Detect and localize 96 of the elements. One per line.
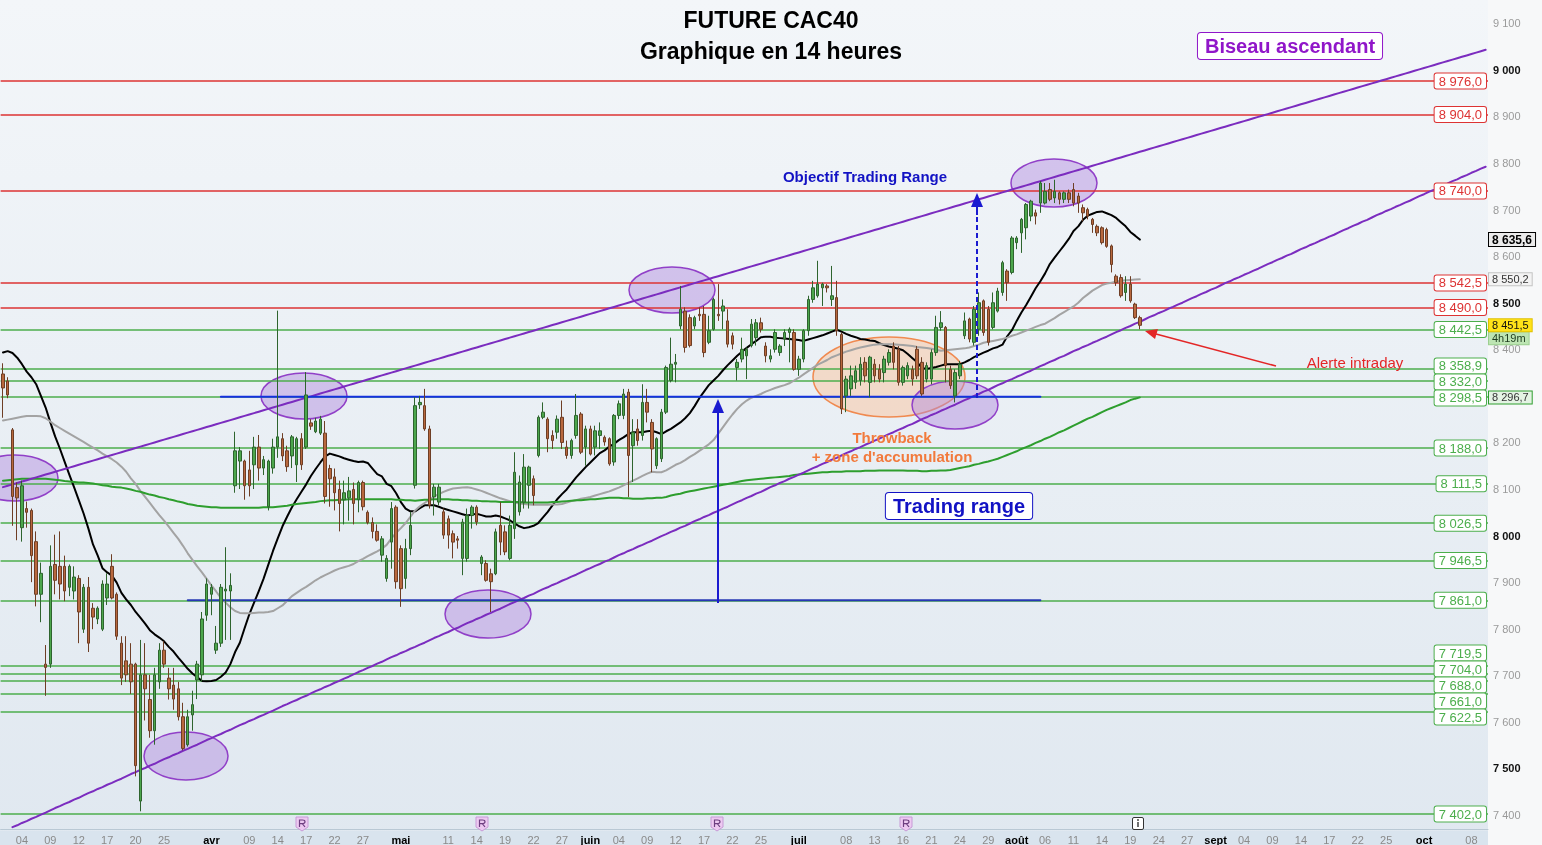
x-tick-label: oct bbox=[1415, 833, 1433, 845]
y-tick-label: 8 100 bbox=[1493, 483, 1521, 496]
y-tick-label: 8 800 bbox=[1493, 157, 1521, 170]
x-tick-label: 19 bbox=[1124, 833, 1137, 845]
ref-line-label: 8 976,0 bbox=[1438, 73, 1482, 89]
ref-line-label: 8 188,0 bbox=[1438, 440, 1482, 456]
x-tick-label: 09 bbox=[44, 833, 57, 845]
text: 8 635,6 bbox=[1492, 232, 1533, 247]
annotation: Alerte intraday bbox=[1306, 353, 1404, 371]
x-tick-label: 14 bbox=[470, 833, 483, 845]
y-tick-label: 8 200 bbox=[1493, 436, 1521, 449]
chart-title: FUTURE CAC40 bbox=[683, 6, 859, 33]
y-tick-label: 7 700 bbox=[1493, 669, 1521, 682]
x-tick-label: 12 bbox=[669, 833, 682, 845]
annotation: Trading range bbox=[892, 495, 1026, 517]
annotation: Objectif Trading Range bbox=[782, 167, 948, 185]
ref-line-label: 8 442,5 bbox=[1438, 322, 1482, 337]
text: Graphique en 14 heures bbox=[639, 37, 903, 64]
y-tick-label: 8 700 bbox=[1493, 203, 1521, 216]
y-tick-label: 8 600 bbox=[1493, 250, 1521, 263]
x-tick-label: 29 bbox=[982, 833, 995, 845]
x-tick-label: 27 bbox=[356, 833, 370, 845]
x-tick-label: 22 bbox=[527, 833, 540, 845]
x-tick-label: 22 bbox=[328, 833, 341, 845]
ref-line-label: 7 861,0 bbox=[1438, 592, 1482, 608]
ref-line-label: 8 111,5 bbox=[1440, 476, 1482, 492]
x-tick-label: 19 bbox=[498, 833, 512, 845]
x-tick-label: 22 bbox=[726, 833, 739, 845]
x-tick-label: 11 bbox=[442, 833, 454, 845]
y-tick-label: 8 400 bbox=[1493, 343, 1521, 356]
x-tick-label: 08 bbox=[1465, 833, 1478, 845]
ref-line-label: 7 622,5 bbox=[1438, 709, 1482, 725]
x-tick-label: 17 bbox=[1323, 833, 1336, 845]
ref-line-label: 7 704,0 bbox=[1438, 661, 1482, 677]
y-tick-label: 7 500 bbox=[1493, 762, 1521, 775]
x-tick-label: 14 bbox=[1294, 833, 1308, 845]
x-tick-label: sept bbox=[1204, 833, 1228, 845]
x-tick-label: 22 bbox=[1351, 833, 1364, 845]
x-tick-label: mai bbox=[391, 833, 411, 845]
y-tick-label: 8 500 bbox=[1493, 296, 1521, 309]
y-tick-label: 7 800 bbox=[1493, 622, 1521, 635]
x-tick-label: 24 bbox=[953, 833, 966, 845]
ref-line-label: 7 402,0 bbox=[1438, 806, 1482, 822]
ref-line-label: 8 298,5 bbox=[1438, 390, 1482, 406]
x-tick-label: 08 bbox=[840, 833, 853, 845]
x-tick-label: juin bbox=[579, 833, 601, 845]
x-tick-label: 25 bbox=[1380, 833, 1393, 845]
text: 8 451,5 bbox=[1492, 319, 1529, 332]
ref-line-label: 7 946,5 bbox=[1438, 553, 1482, 569]
ref-line-label: 8 490,0 bbox=[1438, 299, 1482, 315]
y-tick-label: 9 100 bbox=[1493, 17, 1521, 30]
x-tick-label: 17 bbox=[300, 833, 313, 845]
x-tick-label: 09 bbox=[641, 833, 654, 845]
x-tick-label: avr bbox=[203, 833, 221, 845]
x-tick-label: 04 bbox=[1237, 833, 1251, 845]
x-tick-label: 17 bbox=[101, 833, 114, 845]
x-tick-label: 06 bbox=[1038, 833, 1052, 845]
x-tick-label: juil bbox=[789, 833, 807, 845]
x-tick-label: 11 bbox=[1067, 833, 1080, 845]
ref-line-label: 7 719,5 bbox=[1438, 645, 1482, 661]
x-tick-label: 09 bbox=[1266, 833, 1279, 845]
x-tick-label: 21 bbox=[925, 833, 938, 845]
x-tick-label: 27 bbox=[555, 833, 569, 845]
x-tick-label: août bbox=[1005, 833, 1029, 845]
x-tick-label: 04 bbox=[15, 833, 29, 845]
x-tick-label: 17 bbox=[697, 833, 711, 845]
x-tick-label: 25 bbox=[754, 833, 768, 845]
ref-line-label: 8 332,0 bbox=[1438, 374, 1482, 390]
x-tick-label: 20 bbox=[129, 833, 142, 845]
ref-line-label: 8 904,0 bbox=[1438, 107, 1482, 123]
ref-line-label: 8 542,5 bbox=[1438, 275, 1482, 291]
x-tick-label: 13 bbox=[868, 833, 881, 845]
text: 8 296,7 bbox=[1492, 391, 1529, 404]
ref-line-label: 8 358,9 bbox=[1438, 358, 1482, 374]
ref-line-label: 8 026,5 bbox=[1438, 515, 1482, 531]
x-tick-label: 16 bbox=[896, 833, 910, 845]
x-tick-label: 14 bbox=[1095, 833, 1109, 845]
x-tick-label: 24 bbox=[1152, 833, 1165, 845]
x-tick-label: 27 bbox=[1181, 833, 1194, 845]
text: 8 550,2 bbox=[1492, 273, 1529, 286]
x-tick-label: 04 bbox=[612, 833, 625, 845]
ref-line-label: 7 688,0 bbox=[1438, 677, 1482, 693]
x-tick-label: 25 bbox=[157, 833, 171, 845]
ref-line-label: 7 661,0 bbox=[1438, 693, 1482, 709]
y-tick-label: 8 000 bbox=[1493, 529, 1521, 542]
annotation: Biseau ascendant bbox=[1204, 35, 1376, 57]
x-tick-label: 09 bbox=[243, 833, 256, 845]
y-tick-label: 8 900 bbox=[1493, 110, 1521, 123]
x-tick-label: 14 bbox=[271, 833, 284, 845]
y-tick-label: 7 900 bbox=[1493, 576, 1521, 589]
x-tick-label: 12 bbox=[72, 833, 85, 845]
y-tick-label: 9 000 bbox=[1493, 63, 1521, 76]
ref-line-label: 8 740,0 bbox=[1438, 183, 1482, 199]
y-tick-label: 7 600 bbox=[1493, 715, 1521, 728]
y-tick-label: 7 400 bbox=[1493, 809, 1521, 822]
text: 4h19m bbox=[1492, 332, 1526, 345]
